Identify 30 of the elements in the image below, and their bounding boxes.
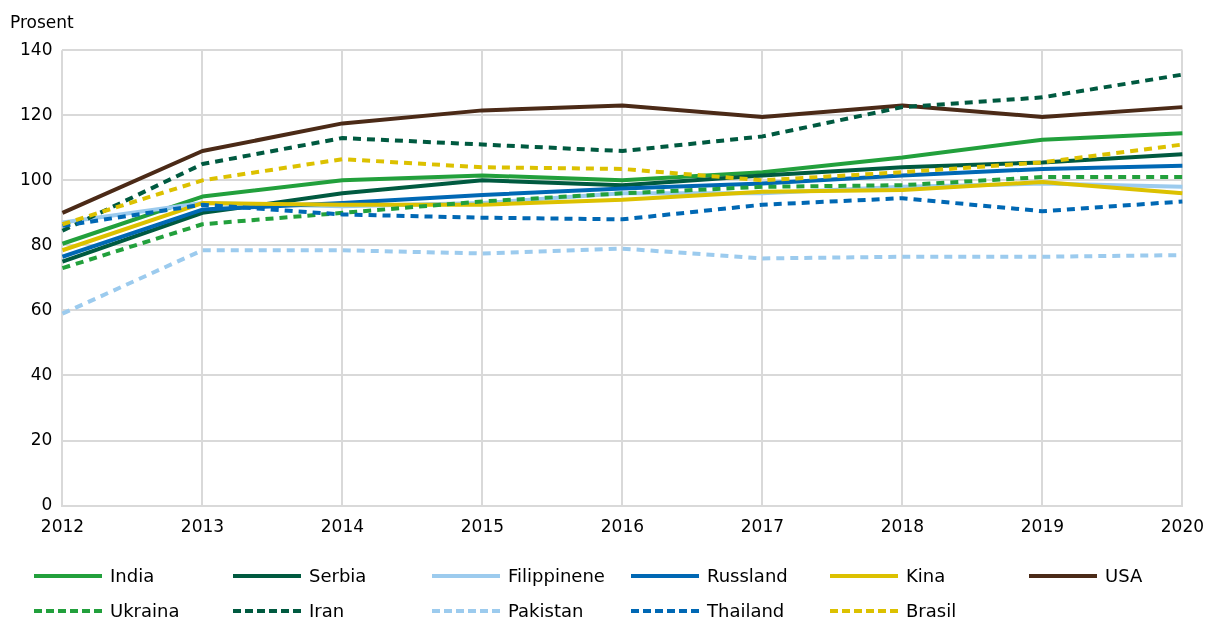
legend-label: Brasil: [906, 600, 957, 621]
legend-label: Ukraina: [110, 600, 180, 621]
x-tick-label: 2017: [740, 516, 785, 537]
legend-label: USA: [1105, 565, 1143, 586]
y-tick-label: 80: [30, 233, 53, 254]
x-tick-label: 2020: [1160, 516, 1204, 537]
legend-label: India: [110, 565, 155, 586]
x-tick-label: 2018: [880, 516, 925, 537]
legend-label: Kina: [906, 565, 946, 586]
y-tick-label: 0: [41, 494, 53, 515]
y-tick-label: 140: [19, 38, 53, 59]
y-tick-label: 60: [30, 298, 53, 319]
y-tick-label: 40: [30, 363, 53, 384]
y-tick-label: 120: [19, 103, 53, 124]
legend-label: Iran: [309, 600, 345, 621]
legend-label: Serbia: [309, 565, 367, 586]
y-tick-label: 100: [19, 168, 53, 189]
x-tick-label: 2012: [40, 516, 85, 537]
line-series: [60, 175, 1185, 271]
x-tick-label: 2019: [1020, 516, 1065, 537]
legend-label: Russland: [707, 565, 788, 586]
x-tick-label: 2015: [460, 516, 505, 537]
x-tick-label: 2013: [180, 516, 225, 537]
x-tick-label: 2014: [320, 516, 365, 537]
legend-label: Thailand: [707, 600, 785, 621]
x-tick-label: 2016: [600, 516, 645, 537]
legend-label: Pakistan: [508, 600, 584, 621]
legend-label: Filippinene: [508, 565, 605, 586]
y-axis-title: Prosent: [10, 12, 74, 32]
y-tick-label: 20: [30, 428, 53, 449]
